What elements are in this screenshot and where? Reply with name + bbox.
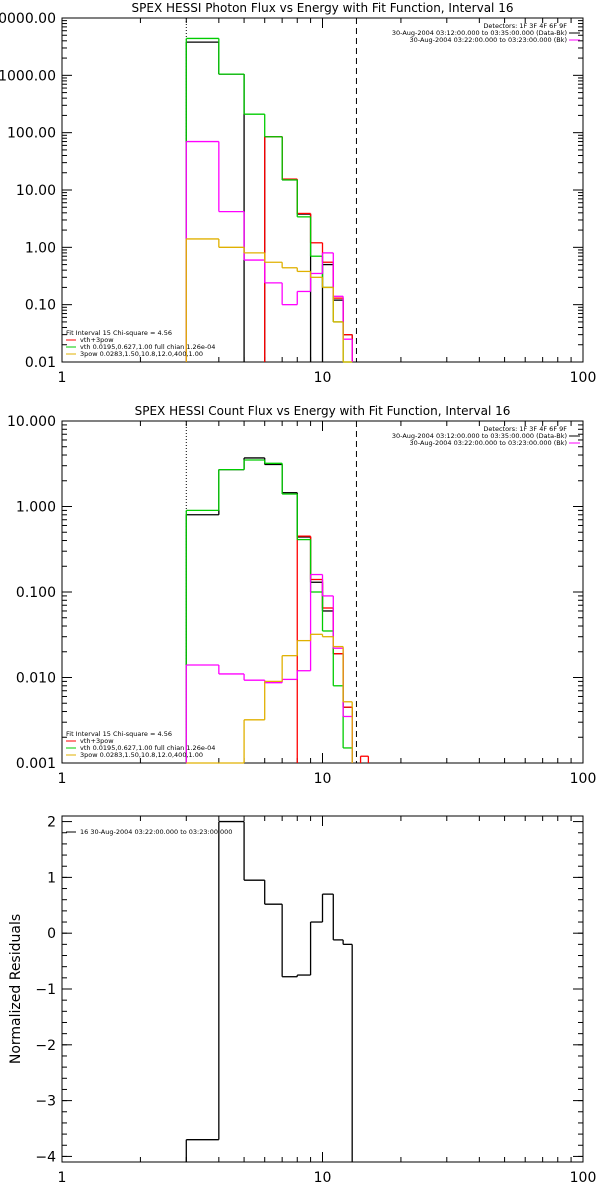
y-tick-label: 10000.00	[0, 11, 56, 27]
series-1	[185, 820, 353, 1162]
legend-entry: 3pow 0.0283,1.50,10.8,12.0,400,1.00	[80, 751, 203, 759]
chart-title: SPEX HESSI Count Flux vs Energy with Fit…	[135, 404, 511, 418]
header-line: 30-Aug-2004 03:22:00.000 to 03:23:00.000…	[410, 439, 567, 447]
legend-entry: 3pow 0.0283,1.50,10.8,12.0,400,1.00	[80, 350, 203, 358]
header-line: 30-Aug-2004 03:12:00.000 to 03:35:00.000…	[392, 29, 567, 37]
header-line: 30-Aug-2004 03:22:00.000 to 03:23:00.000…	[410, 36, 567, 44]
legend-entry: vth+3pow	[80, 737, 114, 745]
y-tick-label: 1.00	[25, 240, 56, 256]
y-tick-label: 0	[47, 926, 56, 942]
y-tick-label: 10.00	[16, 183, 56, 199]
y-axis-label: Normalized Residuals	[8, 914, 24, 1064]
x-tick-label: 100	[570, 771, 597, 787]
y-tick-label: −2	[35, 1038, 56, 1054]
axes-frame	[61, 815, 584, 1163]
x-tick-label: 10	[314, 370, 332, 386]
series-4	[185, 140, 353, 362]
chart-title: SPEX HESSI Photon Flux vs Energy with Fi…	[132, 1, 514, 15]
y-tick-label: 10.000	[7, 414, 56, 430]
y-tick-label: 1.000	[16, 500, 56, 516]
legend-entry: 16 30-Aug-2004 03:22:00.000 to 03:23:00.…	[80, 828, 232, 836]
y-tick-label: 100.00	[7, 126, 56, 142]
y-tick-label: 1000.00	[0, 68, 56, 84]
chart-panel-2: SPEX HESSI Count Flux vs Energy with Fit…	[7, 404, 596, 787]
series-1	[185, 457, 353, 763]
x-tick-label: 100	[570, 370, 597, 386]
x-tick-label: 1	[58, 771, 67, 787]
header-line: 30-Aug-2004 03:12:00.000 to 03:35:00.000…	[392, 432, 567, 440]
y-tick-label: −3	[35, 1094, 56, 1110]
header-line: Detectors: 1F 3F 4F 6F 9F	[483, 425, 567, 433]
x-tick-label: 10	[314, 1170, 332, 1186]
series-3	[185, 37, 353, 363]
series-5	[185, 238, 353, 363]
series-4	[185, 573, 353, 763]
y-tick-label: −1	[35, 982, 56, 998]
y-tick-label: 0.010	[16, 671, 56, 687]
x-tick-label: 1	[58, 1170, 67, 1186]
legend-entry: vth+3pow	[80, 336, 114, 344]
header-line: Detectors: 1F 3F 4F 6F 9F	[483, 22, 567, 30]
series-5	[186, 633, 353, 764]
y-tick-label: 0.001	[16, 756, 56, 772]
x-tick-label: 100	[570, 1170, 597, 1186]
y-tick-label: 0.10	[25, 298, 56, 314]
x-tick-label: 1	[58, 370, 67, 386]
legend-entry: Fit Interval 15 Chi-square = 4.56	[66, 329, 172, 337]
legend-entry: vth 0.0195,0.627,1.00 full chian 1.26e-0…	[80, 343, 215, 351]
y-tick-label: 1	[47, 870, 56, 886]
y-tick-label: −4	[35, 1149, 56, 1165]
y-tick-label: 2	[47, 815, 56, 831]
series-1	[185, 41, 353, 362]
y-tick-label: 0.01	[25, 355, 56, 371]
chart-panel-1: SPEX HESSI Photon Flux vs Energy with Fi…	[0, 1, 596, 386]
legend-entry: Fit Interval 15 Chi-square = 4.56	[66, 730, 172, 738]
y-tick-label: 0.100	[16, 585, 56, 601]
legend-entry: vth 0.0195,0.627,1.00 full chian 1.26e-0…	[80, 744, 215, 752]
x-tick-label: 10	[314, 771, 332, 787]
series-2	[264, 136, 353, 362]
